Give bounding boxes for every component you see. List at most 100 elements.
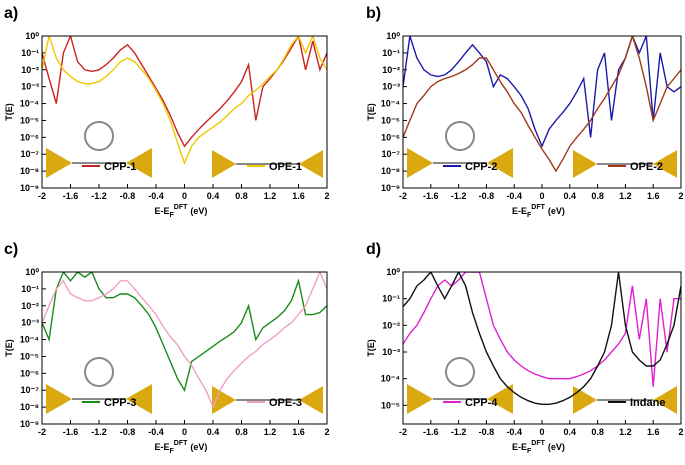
electrode <box>653 150 677 178</box>
electrode <box>126 148 152 178</box>
legend-label: OPE-3 <box>269 397 302 409</box>
plot-frame <box>402 271 682 425</box>
x-tick-label: 1.6 <box>647 427 660 437</box>
x-label-unit: (eV) <box>190 206 207 216</box>
series-line <box>42 36 327 166</box>
x-label-sup: DFT <box>174 440 188 447</box>
y-tick-label: 10⁻⁸ <box>381 166 400 176</box>
x-axis-label: E-EFDFT (eV) <box>512 440 565 455</box>
y-tick-label: 10⁻¹ <box>21 48 39 58</box>
electrode <box>299 386 323 414</box>
x-label-sub: F <box>170 448 175 455</box>
x-tick-label: -0.8 <box>479 427 495 437</box>
x-tick-label: 0 <box>539 427 544 437</box>
y-tick-label: 10⁰ <box>386 267 400 277</box>
panel: a) T(E) E-EFDFT (eV) 10⁰ 10⁻¹ 10⁻² 10⁻³ 10⁻⁴ 10⁻⁵… <box>4 5 330 219</box>
y-tick-label: 10⁻⁴ <box>20 335 39 345</box>
molecule-sketch <box>46 121 323 178</box>
x-label-text: E-E <box>512 442 527 452</box>
y-tick-label: 10⁻⁵ <box>381 400 400 410</box>
x-tick-label: 0 <box>182 191 187 201</box>
x-tick-label: -2 <box>399 427 407 437</box>
x-tick-label: 0.8 <box>235 427 248 437</box>
y-tick-label: 10⁻² <box>382 65 400 75</box>
x-label-unit: (eV) <box>190 442 207 452</box>
x-tick-label: 0.8 <box>235 191 248 201</box>
electrode <box>407 148 433 178</box>
x-tick-label: 1.2 <box>619 191 632 201</box>
y-tick-label: 10⁻³ <box>382 347 400 357</box>
x-tick-label: 0.8 <box>591 427 604 437</box>
legend-label: OPE-1 <box>269 161 302 173</box>
x-tick-label: 0.4 <box>207 191 220 201</box>
y-axis-label: T(E) <box>366 339 376 357</box>
y-tick-label: 10⁻⁶ <box>20 132 39 142</box>
y-tick-label: 10⁻⁶ <box>381 132 400 142</box>
y-tick-label: 10⁻⁹ <box>381 183 400 193</box>
x-tick-label: 2 <box>324 427 329 437</box>
molecule-ring <box>445 357 475 387</box>
y-tick-label: 10⁰ <box>386 31 400 41</box>
legend-label: CPP-4 <box>465 397 498 409</box>
y-tick-label: 10⁻⁴ <box>381 374 400 384</box>
y-axis-label: T(E) <box>4 339 14 357</box>
y-tick-label: 10⁻² <box>21 301 39 311</box>
x-tick-label: 1.2 <box>264 427 277 437</box>
x-tick-label: -0.8 <box>120 427 136 437</box>
electrode <box>126 384 152 414</box>
x-label-text: E-E <box>155 442 170 452</box>
panel: c) T(E) E-EFDFT (eV) 10⁰ 10⁻¹ 10⁻² 10⁻³ 10⁻⁴ 10⁻⁵… <box>4 241 330 455</box>
x-tick-label: 0.4 <box>207 427 220 437</box>
y-tick-label: 10⁻⁹ <box>20 183 39 193</box>
electrode <box>407 384 433 414</box>
y-tick-label: 10⁻⁷ <box>21 149 40 159</box>
plot-frame <box>402 35 682 189</box>
panel: d) T(E) E-EFDFT (eV) 10⁰ 10⁻¹ 10⁻² 10⁻³ 10⁻⁴ 10⁻⁵… <box>366 241 684 455</box>
x-tick-label: -0.4 <box>148 191 164 201</box>
panel-title: c) <box>4 241 18 258</box>
electrode <box>487 148 513 178</box>
electrode <box>46 148 72 178</box>
x-label-sup: DFT <box>174 204 188 211</box>
x-tick-label: -1.6 <box>423 191 439 201</box>
x-tick-label: 0 <box>182 427 187 437</box>
x-label-text: E-E <box>155 206 170 216</box>
x-tick-label: -1.6 <box>423 427 439 437</box>
x-tick-label: -0.4 <box>506 427 522 437</box>
y-tick-label: 10⁻³ <box>382 82 400 92</box>
x-tick-label: 2 <box>324 191 329 201</box>
x-label-text: E-E <box>512 206 527 216</box>
molecule-ring <box>84 357 114 387</box>
y-tick-label: 10⁻¹ <box>382 48 400 58</box>
x-tick-label: 0.8 <box>591 191 604 201</box>
series-line <box>403 272 681 405</box>
x-tick-label: -2 <box>38 427 46 437</box>
electrode <box>573 386 597 414</box>
series-line <box>42 36 327 148</box>
y-tick-label: 10⁰ <box>25 31 39 41</box>
y-tick-label: 10⁻⁵ <box>20 351 39 361</box>
y-tick-label: 10⁻³ <box>21 82 39 92</box>
series-line <box>403 36 681 173</box>
y-tick-label: 10⁻⁴ <box>20 99 39 109</box>
electrode <box>46 384 72 414</box>
x-label-unit: (eV) <box>548 442 565 452</box>
x-label-sub: F <box>527 212 532 219</box>
y-tick-label: 10⁻⁵ <box>20 115 39 125</box>
panel: b) T(E) E-EFDFT (eV) 10⁰ 10⁻¹ 10⁻² 10⁻³ 10⁻⁴ 10⁻⁵… <box>366 5 684 219</box>
x-label-sup: DFT <box>531 440 545 447</box>
x-tick-label: -1.2 <box>91 191 107 201</box>
molecule-sketch <box>46 357 323 414</box>
x-tick-label: -2 <box>399 191 407 201</box>
x-tick-label: 0.4 <box>564 191 577 201</box>
electrode <box>299 150 323 178</box>
x-tick-label: 1.2 <box>264 191 277 201</box>
x-tick-label: -1.6 <box>63 191 79 201</box>
series-line <box>42 272 327 409</box>
x-tick-label: 0 <box>539 191 544 201</box>
legend-label: CPP-1 <box>104 161 136 173</box>
x-label-sup: DFT <box>531 204 545 211</box>
electrode <box>212 150 236 178</box>
y-tick-label: 10⁻⁷ <box>382 149 401 159</box>
